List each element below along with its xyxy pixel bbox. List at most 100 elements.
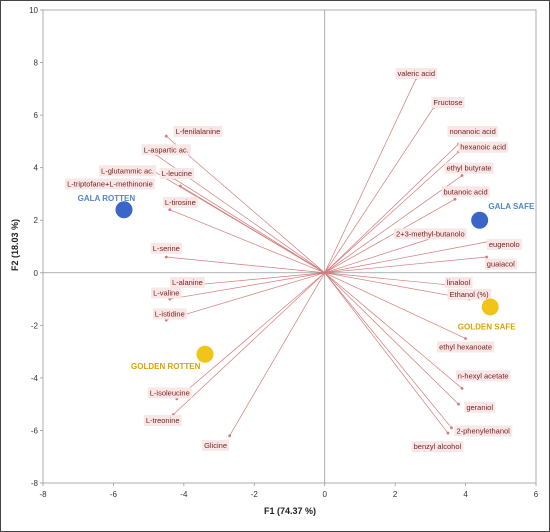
plot-area <box>42 9 537 484</box>
vector-line-geraniol <box>324 272 459 405</box>
vector-label-bg-fructose <box>431 96 465 108</box>
vector-label-l-istidine: L-istidine <box>155 310 185 319</box>
vector-label-bg-l-treonine <box>143 414 182 426</box>
sample-point-gala-rotten <box>115 201 133 219</box>
vector-label-eugenolo: eugenolo <box>489 240 520 249</box>
vector-label-l-serine: L-serine <box>153 244 180 253</box>
vector-tip-l-tirosine <box>168 208 172 212</box>
vector-label-nonanoic-acid: nonanoic acid <box>449 127 495 136</box>
sample-point-golden-rotten <box>196 345 214 363</box>
vector-label-bg-2-phenylethanol <box>454 425 513 437</box>
vector-label-l-alanine: L-alanine <box>172 278 203 287</box>
x-tick-label: 2 <box>393 490 398 499</box>
vector-tip-l-triptofane-l-methinonie <box>178 184 182 188</box>
vector-tip-geraniol <box>457 402 460 406</box>
vector-line-nonanoic-acid <box>324 143 459 274</box>
vector-label-bg-n-hexyl-acetate <box>455 370 511 382</box>
vector-line-fructose <box>324 107 435 273</box>
vector-tip-l-serine <box>164 255 168 259</box>
vector-label-bg-benzyl-alcohol <box>411 441 464 453</box>
vector-line-l-triptofane-l-methinonie <box>180 185 325 274</box>
vector-line-2-phenylethanol <box>324 272 452 429</box>
vector-label-butanoic-acid: butanoic acid <box>443 187 487 196</box>
vector-label-bg-l-glutammic-ac <box>99 165 156 177</box>
loading-vectors: valeric acid Fructose nonanoic acid hexanoi… <box>65 68 522 453</box>
vector-label-l-valine: L-valine <box>153 288 179 297</box>
vector-label-bg-l-valine <box>151 287 182 299</box>
vector-label-l-fenilalanine: L-fenilalanine <box>176 127 221 136</box>
vector-label-benzyl-alcohol: benzyl alcohol <box>414 442 462 451</box>
vector-label-hexanoic-acid: hexanoic acid <box>460 143 506 152</box>
vector-label-2-3-methyl-butanolo: 2+3-methyl-butanolo <box>396 229 465 238</box>
vector-label-bg-l-alanine <box>169 276 205 288</box>
vector-label-bg-l-aspartic-ac <box>141 144 191 156</box>
vector-label-l-triptofane-l-methinonie: L-triptofane+L-methinonie <box>67 179 153 188</box>
vector-line-n-hexyl-acetate <box>324 272 463 389</box>
vector-label-bg-ethyl-hexanoate <box>437 341 495 353</box>
vector-label-ethyl-hexanoate: ethyl hexanoate <box>439 342 492 351</box>
x-tick-label: -2 <box>251 490 259 499</box>
vector-label-ethanol: Ethanol (%) <box>449 290 489 299</box>
vector-label-bg-2-3-methyl-butanolo <box>394 228 467 240</box>
vector-label-bg-guaiacol <box>484 258 518 270</box>
sample-points: GALA ROTTEN GALA SAFE GOLDEN ROTTEN GOLDEN … <box>78 194 535 371</box>
vector-tip-ethyl-hexanoate <box>464 337 467 340</box>
vector-line-linalool <box>324 272 459 287</box>
vector-tip-2-phenylethanol <box>450 426 453 430</box>
sample-point-golden-safe <box>481 298 499 316</box>
vector-label-bg-glicine <box>202 439 230 451</box>
vector-label-guaiacol: guaiacol <box>487 260 515 269</box>
vector-label-bg-eugenolo <box>486 238 522 250</box>
vector-line-l-treonine <box>173 272 325 415</box>
vector-line-glicine <box>229 272 326 436</box>
x-tick-label: 4 <box>463 490 468 499</box>
vector-label-bg-valeric-acid <box>395 68 438 80</box>
vector-label-ethyl-butyrate: ethyl butyrate <box>447 164 492 173</box>
x-tick-label: -4 <box>180 490 188 499</box>
y-tick-label: -4 <box>31 374 39 383</box>
x-tick-label: 6 <box>534 490 539 499</box>
vector-label-fructose: Fructose <box>433 98 462 107</box>
vector-line-l-leucine <box>173 177 325 274</box>
vector-label-bg-nonanoic-acid <box>447 125 498 137</box>
vector-label-valeric-acid: valeric acid <box>398 69 436 78</box>
x-tick-label: -6 <box>110 490 118 499</box>
y-tick-label: -6 <box>31 426 39 435</box>
vector-label-bg-geraniol <box>464 401 496 413</box>
y-tick-label: -8 <box>31 479 39 488</box>
vector-tip-n-hexyl-acetate <box>460 387 464 390</box>
vector-line-l-tirosine <box>169 209 325 274</box>
x-tick-label: 0 <box>322 490 327 499</box>
vector-label-l-aspartic-ac: L-aspartic ac. <box>144 145 189 154</box>
vector-label-l-glutammic-ac: L-glutammic ac. <box>101 166 154 175</box>
vector-line-benzyl-alcohol <box>324 272 449 434</box>
sample-label-golden-safe: GOLDEN SAFE <box>458 323 516 332</box>
vector-label-n-hexyl-acetate: n-hexyl acetate <box>458 371 509 380</box>
y-tick-label: 8 <box>34 59 39 68</box>
vector-line-l-valine <box>169 272 325 300</box>
vector-line-l-isoleucine <box>176 272 325 400</box>
vector-line-eugenolo <box>324 240 491 274</box>
vector-label-l-isoleucine: L-isoleucine <box>150 388 190 397</box>
vector-label-glicine: Glicine <box>204 441 227 450</box>
vector-line-ethyl-butyrate <box>324 175 463 274</box>
vector-label-l-treonine: L-treonine <box>146 416 180 425</box>
vector-line-l-serine <box>166 256 325 274</box>
y-tick-label: -2 <box>31 321 39 330</box>
vector-label-bg-ethyl-butyrate <box>444 162 494 174</box>
vector-label-bg-linalool <box>444 276 473 288</box>
vector-label-bg-ethanol <box>447 288 492 300</box>
sample-point-gala-safe <box>471 211 489 229</box>
vector-line-l-fenilalanine <box>166 135 325 274</box>
y-tick-label: 6 <box>34 111 39 120</box>
vector-line-valeric-acid <box>324 78 417 273</box>
vector-line-ethanol <box>324 272 470 300</box>
sample-label-gala-rotten: GALA ROTTEN <box>78 194 136 203</box>
vector-tip-guaiacol <box>485 255 489 259</box>
vector-label-2-phenylethanol: 2-phenylethanol <box>456 426 510 435</box>
y-tick-label: 10 <box>29 6 38 15</box>
vector-label-bg-l-istidine <box>152 308 187 320</box>
vector-label-bg-l-fenilalanine <box>173 125 223 137</box>
